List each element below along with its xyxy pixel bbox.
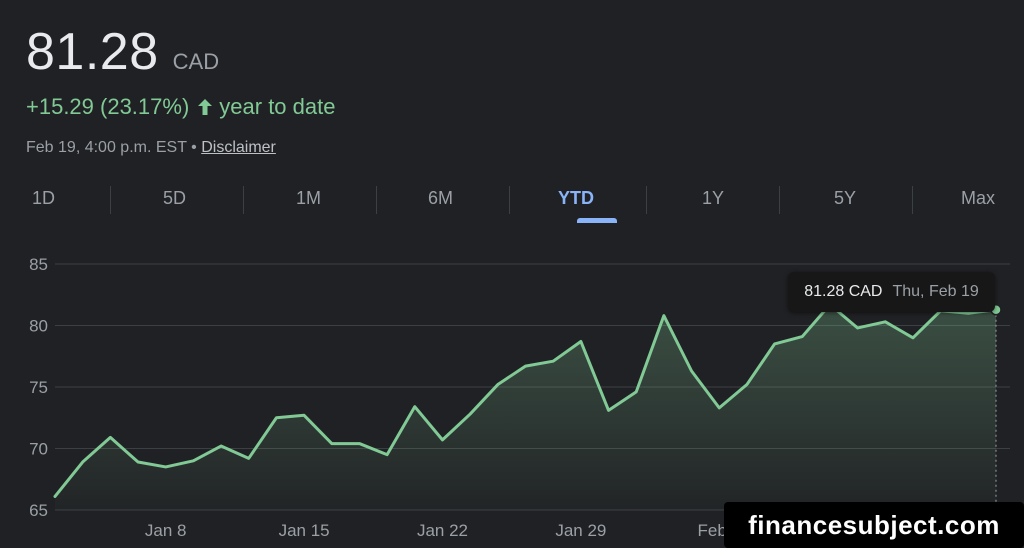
x-tick-label: Jan 29: [555, 521, 606, 540]
range-tabs: 1D 5D 1M 6M YTD 1Y 5Y Max: [0, 180, 1024, 224]
y-tick-label: 80: [29, 317, 48, 336]
current-price: 81.28: [26, 23, 159, 81]
x-tick-label: Jan 15: [279, 521, 330, 540]
tab-separator: [110, 186, 111, 214]
tab-separator: [779, 186, 780, 214]
chart-tooltip: 81.28 CAD Thu, Feb 19: [788, 272, 995, 312]
change-row: +15.29 (23.17%) year to date: [26, 94, 335, 120]
x-tick-label: Jan 8: [145, 521, 187, 540]
price-line: [53, 303, 998, 498]
tab-6m[interactable]: 6M: [428, 188, 454, 208]
tab-ytd[interactable]: YTD: [558, 188, 594, 208]
tab-separator: [509, 186, 510, 214]
x-tick-label: Jan 22: [417, 521, 468, 540]
y-tick-label: 75: [29, 378, 48, 397]
tab-separator: [376, 186, 377, 214]
tab-separator: [912, 186, 913, 214]
watermark: financesubject.com: [724, 502, 1024, 548]
tooltip-date: Thu, Feb 19: [892, 283, 979, 300]
tab-separator: [243, 186, 244, 214]
tooltip-price: 81.28 CAD: [804, 283, 883, 300]
tab-1y[interactable]: 1Y: [702, 188, 725, 208]
meta-row: Feb 19, 4:00 p.m. EST • Disclaimer: [26, 139, 276, 157]
y-tick-label: 65: [29, 501, 48, 520]
tab-5y[interactable]: 5Y: [834, 188, 857, 208]
tab-max[interactable]: Max: [961, 188, 996, 208]
tab-1d[interactable]: 1D: [32, 188, 56, 208]
disclaimer-link[interactable]: Disclaimer: [201, 139, 276, 156]
y-tick-label: 85: [29, 255, 48, 274]
arrow-up-icon: [197, 98, 213, 116]
y-tick-label: 70: [29, 440, 48, 459]
tab-separator: [646, 186, 647, 214]
meta-separator: •: [191, 139, 197, 156]
timestamp: Feb 19, 4:00 p.m. EST: [26, 139, 187, 156]
currency-label: CAD: [172, 49, 220, 74]
price-area: [55, 304, 996, 510]
price-row: 81.28 CAD: [26, 22, 219, 82]
tab-5d[interactable]: 5D: [163, 188, 187, 208]
period-label: year to date: [219, 94, 336, 119]
price-change: +15.29 (23.17%): [26, 94, 190, 119]
tab-active-indicator: [577, 218, 617, 223]
tab-1m[interactable]: 1M: [296, 188, 322, 208]
